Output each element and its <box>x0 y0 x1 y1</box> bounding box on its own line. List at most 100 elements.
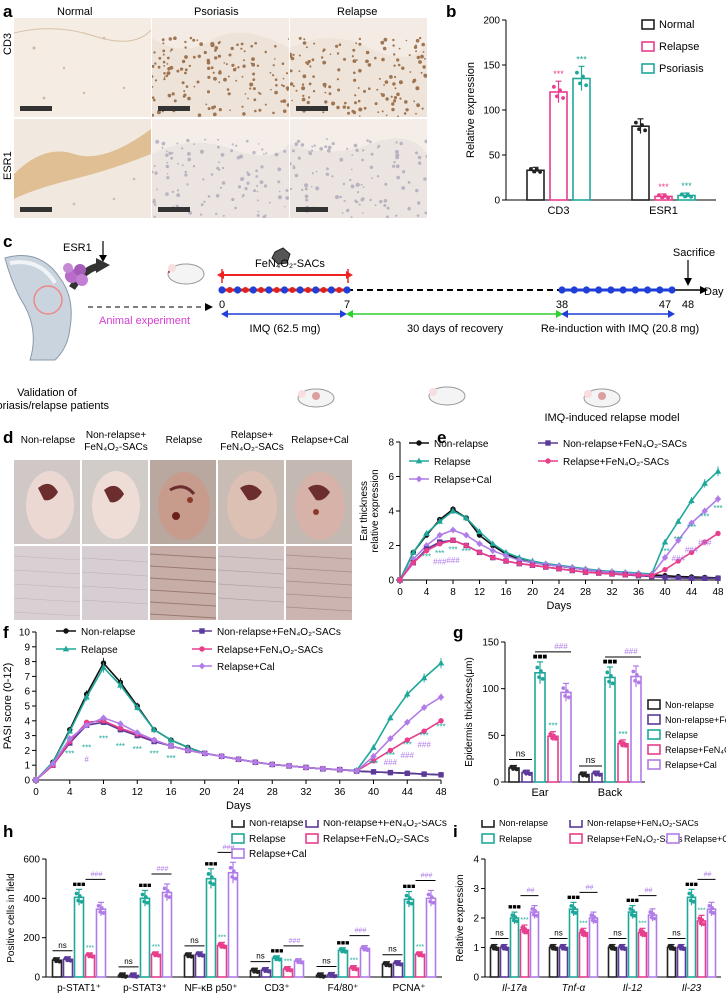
cell-mark <box>214 46 219 50</box>
data-point <box>365 948 370 952</box>
cell-mark <box>286 103 289 107</box>
data-point <box>404 690 411 697</box>
data-point <box>701 922 706 926</box>
data-point <box>143 895 148 899</box>
cell-mark <box>189 36 193 40</box>
cell-mark <box>243 59 245 62</box>
cell-mark <box>162 53 165 56</box>
significance-mark: ### <box>433 557 447 566</box>
data-point <box>691 899 696 904</box>
y-tick-label: 0 <box>494 196 500 207</box>
cell-mark <box>240 42 244 46</box>
bar <box>150 953 162 978</box>
cell-mark <box>240 47 243 50</box>
reinduction-label: Re-induction with IMQ (20.8 mg) <box>541 323 699 335</box>
data-point <box>633 678 637 683</box>
cell-mark <box>353 143 358 148</box>
cell-mark <box>305 61 308 64</box>
data-point <box>255 970 260 975</box>
cell-mark <box>416 55 420 60</box>
significance-mark: *** <box>697 907 705 914</box>
cell-mark <box>193 85 196 88</box>
data-point <box>561 96 565 100</box>
day-38: 38 <box>556 299 568 311</box>
cell-mark <box>371 177 373 179</box>
data-point <box>336 766 343 774</box>
ihc-psoriasis-esr1 <box>152 119 289 218</box>
cell-mark <box>244 187 248 191</box>
cell-mark <box>324 145 328 148</box>
cell-mark <box>250 44 253 48</box>
data-point <box>524 930 529 935</box>
cell-mark <box>342 182 346 186</box>
cell-mark <box>184 170 187 174</box>
data-point <box>489 547 496 555</box>
cell-mark <box>401 186 406 190</box>
group-label-relapse: Relapse <box>165 435 203 446</box>
data-point <box>235 755 242 763</box>
cell-mark <box>354 101 357 105</box>
cell-mark <box>206 90 211 94</box>
cell-mark <box>288 38 289 40</box>
data-point <box>184 747 192 754</box>
data-point <box>208 880 213 885</box>
data-point <box>397 577 403 583</box>
cell-mark <box>292 166 296 170</box>
bar <box>630 675 642 783</box>
data-point <box>609 571 615 577</box>
cell-mark <box>337 88 341 92</box>
cell-mark <box>152 64 155 68</box>
cell-mark <box>245 139 249 143</box>
cell-mark <box>235 79 238 82</box>
significance-mark: *** <box>99 735 108 744</box>
data-point <box>387 769 394 776</box>
data-point <box>211 882 216 887</box>
cell-mark <box>304 194 309 199</box>
data-point <box>514 919 519 924</box>
cell-mark <box>282 109 287 113</box>
cell-mark <box>391 107 395 112</box>
cell-mark <box>392 82 396 86</box>
cell-mark <box>377 111 380 114</box>
data-point <box>637 127 641 132</box>
cell-mark <box>166 56 170 60</box>
legend-label: Relapse+FeN₄O₂-SACs <box>665 745 726 755</box>
cell-mark <box>346 106 350 110</box>
cell-mark <box>184 40 187 44</box>
significance-mark: ns <box>256 952 264 961</box>
cell-mark <box>416 103 420 108</box>
data-point <box>635 672 639 677</box>
cell-mark <box>320 56 324 59</box>
timeline-dot <box>249 286 257 294</box>
data-point <box>66 735 73 742</box>
significance-mark: ### <box>421 872 433 879</box>
data-point <box>343 950 348 954</box>
legend-marker <box>199 646 205 652</box>
cell-mark <box>154 79 158 82</box>
cell-mark <box>152 170 154 174</box>
cell-mark <box>378 77 381 80</box>
data-point <box>529 562 536 569</box>
cell-mark <box>329 53 332 55</box>
significance-mark: ### <box>157 866 169 873</box>
y-tick-label: 8 <box>388 438 394 449</box>
x-category-label: ESR1 <box>649 205 678 217</box>
cell-mark <box>383 37 388 42</box>
cell-mark <box>274 45 277 48</box>
data-point <box>123 974 128 979</box>
x-tick-label: 4 <box>424 587 430 598</box>
cell-mark <box>187 96 191 101</box>
significance-mark: *** <box>576 54 587 64</box>
data-point <box>437 659 445 666</box>
x-tick-label: 40 <box>659 587 671 598</box>
cell-mark <box>242 194 245 197</box>
data-point <box>156 953 161 958</box>
x-tick-label: 44 <box>402 787 414 798</box>
cell-mark <box>304 183 309 188</box>
data-point <box>583 933 588 938</box>
cell-mark <box>192 38 196 42</box>
cell-mark <box>162 60 166 64</box>
cell-mark <box>425 155 427 158</box>
cell-mark <box>292 53 295 56</box>
legend-swatch <box>231 833 245 844</box>
